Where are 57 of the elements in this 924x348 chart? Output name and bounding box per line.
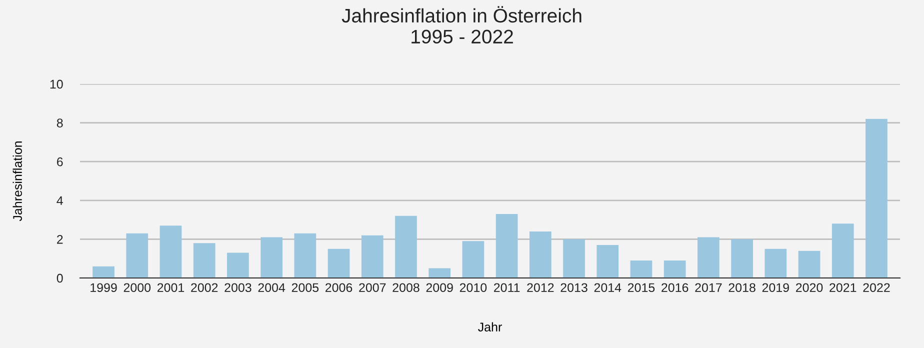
- x-tick-label: 2014: [594, 283, 622, 292]
- bar: [395, 216, 417, 278]
- bar: [428, 268, 451, 278]
- x-tick-label: 2003: [224, 283, 252, 292]
- y-tick-label: 8: [56, 118, 63, 128]
- y-tick-label: 6: [57, 157, 63, 166]
- x-tick-label: 2016: [662, 283, 688, 292]
- y-tick-label: 2: [57, 235, 63, 244]
- bar: [563, 239, 585, 278]
- bar: [294, 233, 316, 278]
- y-tick-label: 10: [50, 80, 63, 89]
- x-tick-label: 2018: [728, 283, 756, 292]
- y-tick-label: 0: [56, 274, 63, 283]
- bar: [698, 237, 720, 278]
- x-tick-label: 2017: [695, 283, 722, 292]
- x-tick-label: 2021: [830, 283, 856, 292]
- x-tick-label: 2012: [527, 283, 554, 292]
- bar: [764, 248, 787, 278]
- bar: [596, 245, 619, 278]
- bar: [496, 214, 518, 278]
- bar: [126, 233, 148, 278]
- x-tick-label: 2008: [392, 283, 420, 292]
- x-tick-label: 2013: [560, 283, 588, 292]
- x-tick-label: 2006: [325, 283, 352, 292]
- bar: [664, 260, 686, 278]
- x-tick-label: 2010: [460, 283, 487, 292]
- bar: [227, 252, 249, 278]
- bar: [462, 241, 484, 278]
- bar: [260, 237, 282, 278]
- y-axis-title: Jahresinflation: [12, 142, 22, 222]
- bar: [160, 226, 182, 278]
- bar: [866, 118, 888, 278]
- x-tick-label: 2000: [124, 283, 151, 292]
- x-tick-label: 2009: [426, 283, 453, 292]
- bar: [92, 266, 114, 278]
- bar: [832, 224, 854, 278]
- bar: [193, 243, 216, 278]
- x-tick-label: 1999: [90, 283, 117, 292]
- bar: [529, 231, 552, 278]
- x-tick-label: 2015: [628, 283, 655, 292]
- bar: [361, 235, 384, 278]
- x-tick-label: 2005: [292, 283, 319, 292]
- x-axis-title: Jahr: [478, 322, 502, 332]
- y-tick-label: 4: [56, 196, 63, 205]
- x-tick-label: 2022: [863, 283, 890, 292]
- x-tick-label: 2001: [157, 283, 184, 292]
- x-tick-label: 2007: [359, 283, 386, 292]
- x-tick-label: 2002: [191, 283, 218, 292]
- x-tick-label: 2011: [494, 283, 520, 292]
- x-tick-label: 2004: [258, 283, 286, 292]
- bar: [630, 260, 652, 278]
- bar: [731, 239, 753, 278]
- x-tick-label: 2020: [796, 283, 823, 292]
- x-tick-label: 2019: [762, 283, 789, 292]
- bar: [328, 248, 350, 278]
- bar: [798, 250, 820, 278]
- chart-title: Jahresinflation in Österreich 1995 - 2022: [342, 6, 582, 44]
